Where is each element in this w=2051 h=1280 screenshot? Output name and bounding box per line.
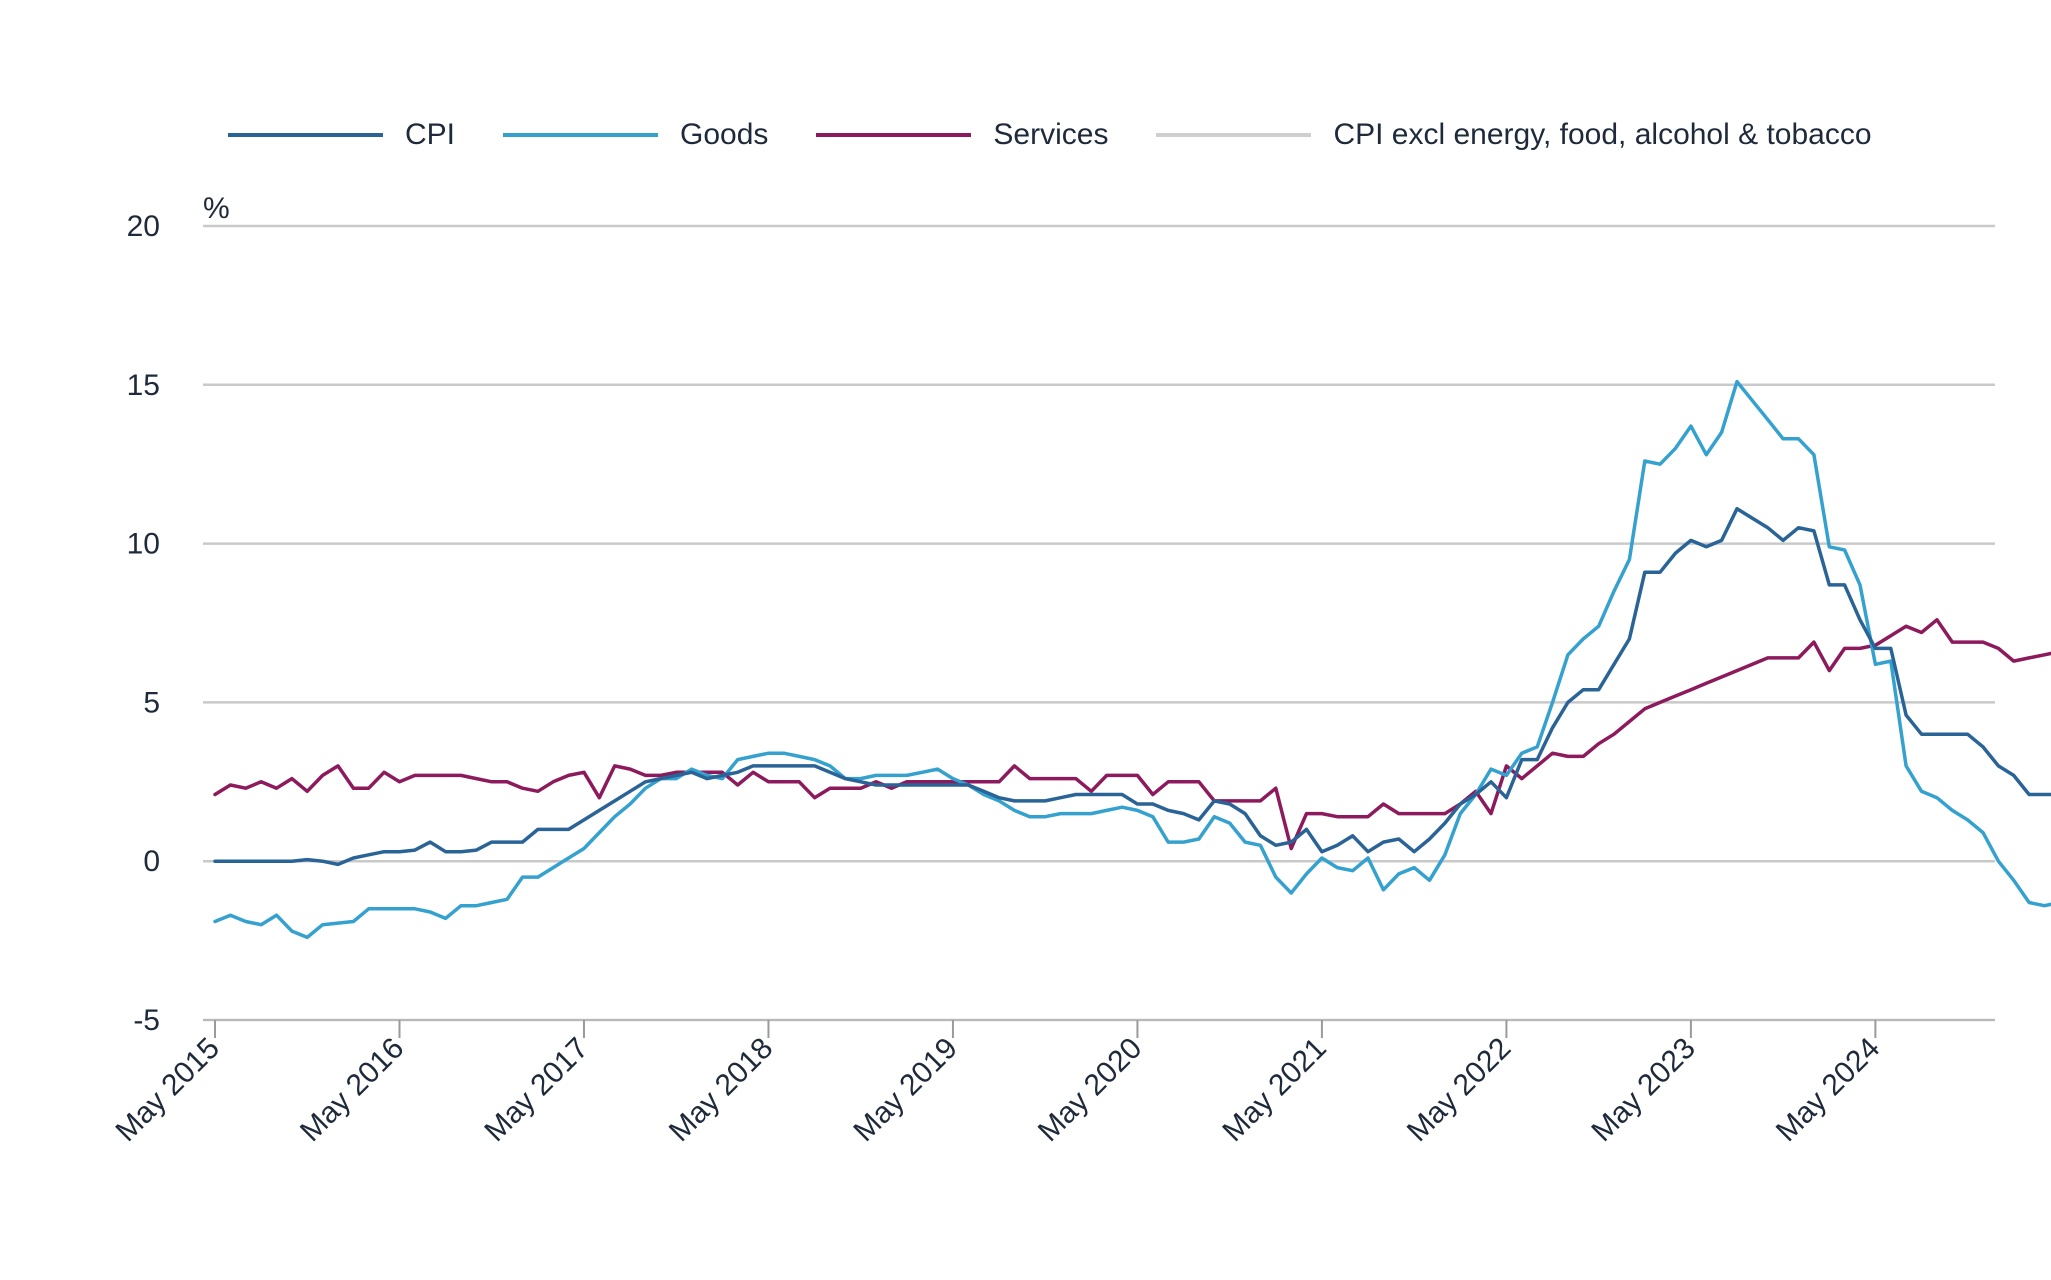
legend-label: Goods xyxy=(680,118,769,151)
y-tick-label: 5 xyxy=(143,686,160,719)
legend: CPI Goods Services CPI excl energy, food… xyxy=(228,115,1920,155)
legend-swatch xyxy=(816,133,972,137)
y-axis-label: % xyxy=(203,192,230,225)
legend-swatch xyxy=(1156,133,1312,137)
x-tick-label: May 2015 xyxy=(109,1032,225,1148)
x-tick-label: May 2020 xyxy=(1032,1032,1148,1148)
legend-label: CPI xyxy=(405,118,456,151)
legend-item-core-cpi: CPI excl energy, food, alcohol & tobacco xyxy=(1156,118,1872,152)
x-tick-label: May 2017 xyxy=(478,1032,594,1148)
y-tick-label: -5 xyxy=(133,1004,160,1037)
legend-label: CPI excl energy, food, alcohol & tobacco xyxy=(1333,118,1872,151)
x-tick-label: May 2024 xyxy=(1770,1032,1886,1148)
x-tick-label: May 2016 xyxy=(294,1032,410,1148)
x-tick-label: May 2022 xyxy=(1401,1032,1517,1148)
y-tick-label: 0 xyxy=(143,845,160,878)
axes xyxy=(203,1019,1995,1038)
x-tick-label: May 2021 xyxy=(1216,1032,1332,1148)
x-tick-label: May 2023 xyxy=(1585,1032,1701,1148)
legend-swatch xyxy=(503,133,659,137)
x-tick-label: May 2019 xyxy=(847,1032,963,1148)
y-tick-label: 15 xyxy=(127,369,160,402)
series-line-goods xyxy=(213,379,2051,940)
y-tick-label: 10 xyxy=(127,528,160,561)
legend-item-services: Services xyxy=(816,118,1108,152)
series-lines xyxy=(213,379,2051,940)
x-tick-label: May 2018 xyxy=(663,1032,779,1148)
gridlines xyxy=(203,224,1995,1022)
y-tick-label: 20 xyxy=(127,210,160,243)
legend-label: Services xyxy=(993,118,1109,151)
legend-item-cpi: CPI xyxy=(228,118,455,152)
series-line-services xyxy=(213,618,2051,851)
series-line-cpi xyxy=(213,506,2051,867)
legend-item-goods: Goods xyxy=(503,118,768,152)
legend-swatch xyxy=(228,133,383,137)
tick-labels: 20 15 10 5 0 -5% May 2015 May 2016 May 2017 May 2… xyxy=(109,192,1886,1148)
